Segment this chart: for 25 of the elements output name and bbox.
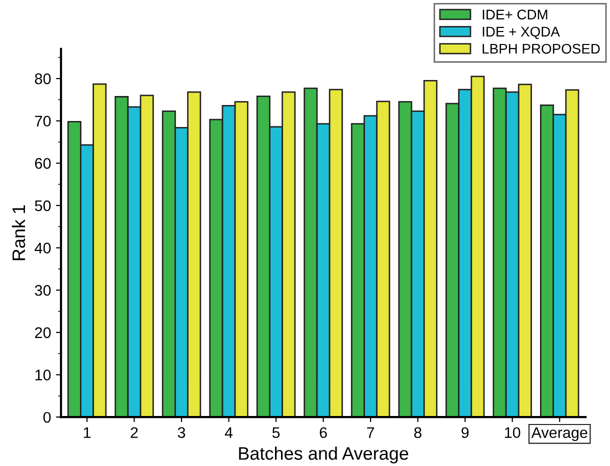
x-tick-label: 4 [224, 427, 233, 438]
y-axis-title: Rank 1 [12, 205, 26, 260]
y-tick-label: 60 [35, 158, 51, 169]
x-tick-label: 8 [414, 427, 422, 438]
x-tick-label: 3 [178, 427, 186, 438]
y-tick-label: 30 [34, 284, 51, 296]
y-tick-label: 20 [35, 327, 51, 338]
y-tick-label: 0 [43, 412, 51, 423]
x-tick-label: 2 [130, 427, 138, 438]
y-tick-label: 50 [34, 200, 51, 212]
x-axis-title: Batches and Average [239, 446, 408, 464]
x-tick-label: 7 [367, 427, 374, 438]
x-tick-label: 10 [505, 427, 520, 438]
y-tick-label: 70 [35, 116, 51, 127]
y-tick-label: 80 [34, 73, 51, 84]
x-tick-label: Average [531, 427, 588, 442]
legend-label: IDE + XQDA [482, 26, 560, 40]
legend-label: LBPH PROPOSED [482, 44, 600, 54]
x-tick-label: 1 [84, 427, 90, 438]
x-tick-label: 5 [272, 427, 280, 438]
y-tick-label: 40 [34, 242, 51, 254]
x-tick-label: 9 [462, 427, 469, 438]
x-tick-label: 6 [320, 427, 327, 438]
legend-label: IDE+ CDM [482, 10, 548, 20]
y-tick-label: 10 [35, 370, 51, 380]
